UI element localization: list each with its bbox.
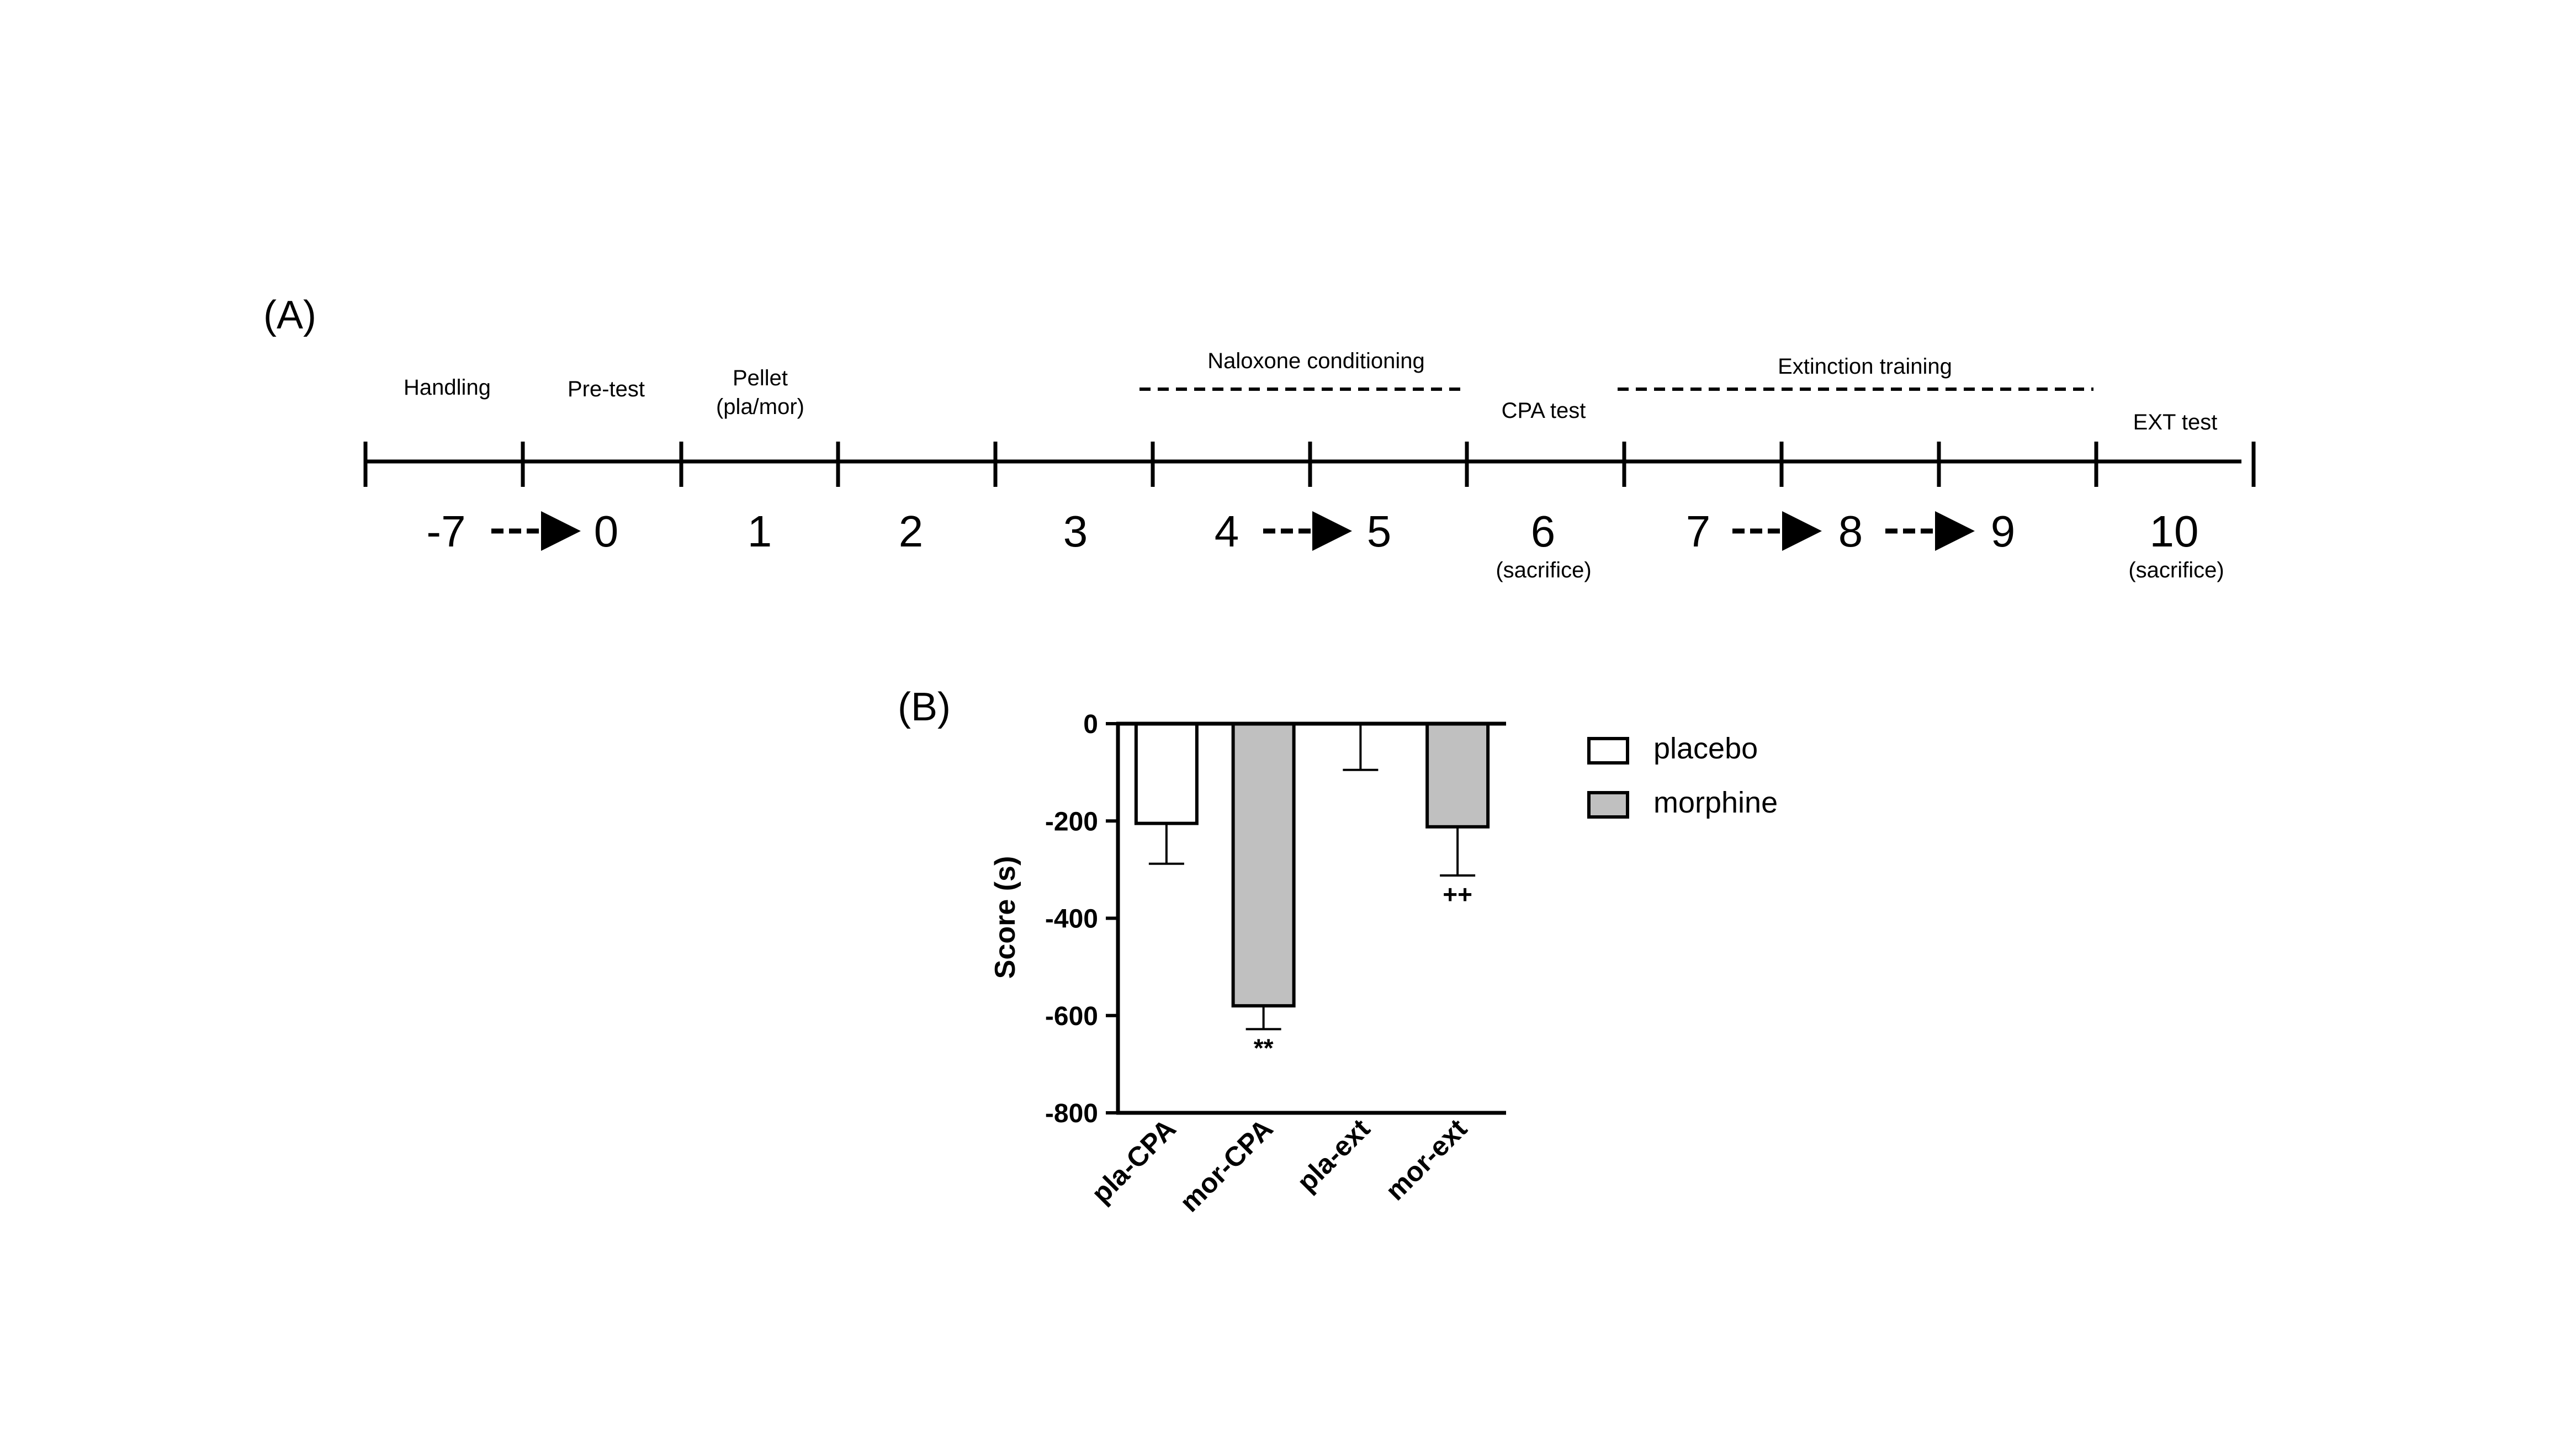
timeline-ticks	[363, 442, 2256, 487]
phase-label-handling: Handling	[404, 375, 491, 400]
axes-layer	[1106, 721, 1506, 1115]
day-label: 10	[2150, 507, 2199, 556]
day-label: 3	[1063, 507, 1088, 556]
day-note-sacrifice: (sacrifice)	[2128, 558, 2224, 582]
y-tick-label: -600	[1045, 1002, 1098, 1031]
day-label: 7	[1686, 507, 1711, 556]
phase-label-naloxone: Naloxone conditioning	[1207, 349, 1425, 373]
legend: placebo morphine	[1587, 732, 1778, 819]
panel-b-label: (B)	[898, 685, 951, 729]
day-label: 5	[1367, 507, 1392, 556]
phase-label-pellet-type: (pla/mor)	[716, 395, 804, 419]
day-label: 9	[1991, 507, 2016, 556]
day-label: -7	[426, 507, 465, 556]
day-note-sacrifice: (sacrifice)	[1496, 558, 1591, 582]
bar-mor-CPA	[1231, 722, 1296, 1008]
legend-label-placebo: placebo	[1653, 732, 1758, 765]
panel-a-label: (A)	[263, 293, 316, 337]
panel-b: (B) Score (s) pla-CPA ** mor-CPA pla-ext ++ m…	[898, 685, 1778, 1218]
significance-mark: ++	[1443, 880, 1472, 909]
y-tick-label: -800	[1045, 1099, 1098, 1128]
panel-a: (A) Handling Pre-test Pellet (pla/mor) N…	[263, 293, 2256, 582]
x-tick-label: pla-CPA	[1085, 1113, 1181, 1209]
bars-layer	[1134, 722, 1490, 1031]
day-label: 0	[594, 507, 619, 556]
phase-label-cpa-test: CPA test	[1502, 399, 1586, 423]
phase-label-pellet: Pellet	[733, 366, 788, 390]
phase-label-ext-test: EXT test	[2133, 410, 2218, 434]
bar-pla-CPA	[1134, 722, 1199, 825]
y-tick-label: -400	[1045, 905, 1098, 934]
bar-mor-ext	[1425, 722, 1490, 829]
legend-label-morphine: morphine	[1653, 786, 1778, 819]
legend-swatch-morphine	[1587, 791, 1629, 819]
x-tick-label: mor-ext	[1380, 1113, 1473, 1207]
phase-label-pretest: Pre-test	[568, 377, 645, 401]
y-tick-label: 0	[1083, 710, 1098, 739]
day-label: 2	[899, 507, 924, 556]
x-tick-label: pla-ext	[1291, 1113, 1376, 1198]
x-tick-label: mor-CPA	[1174, 1113, 1279, 1218]
legend-swatch-placebo	[1587, 737, 1629, 765]
day-label: 6	[1531, 507, 1556, 556]
significance-mark: **	[1254, 1033, 1274, 1062]
day-label: 8	[1838, 507, 1863, 556]
y-axis-title: Score (s)	[989, 856, 1021, 979]
y-tick-label: -200	[1045, 807, 1098, 836]
day-label: 4	[1215, 507, 1239, 556]
phase-label-extinction: Extinction training	[1778, 354, 1952, 379]
day-label: 1	[748, 507, 772, 556]
